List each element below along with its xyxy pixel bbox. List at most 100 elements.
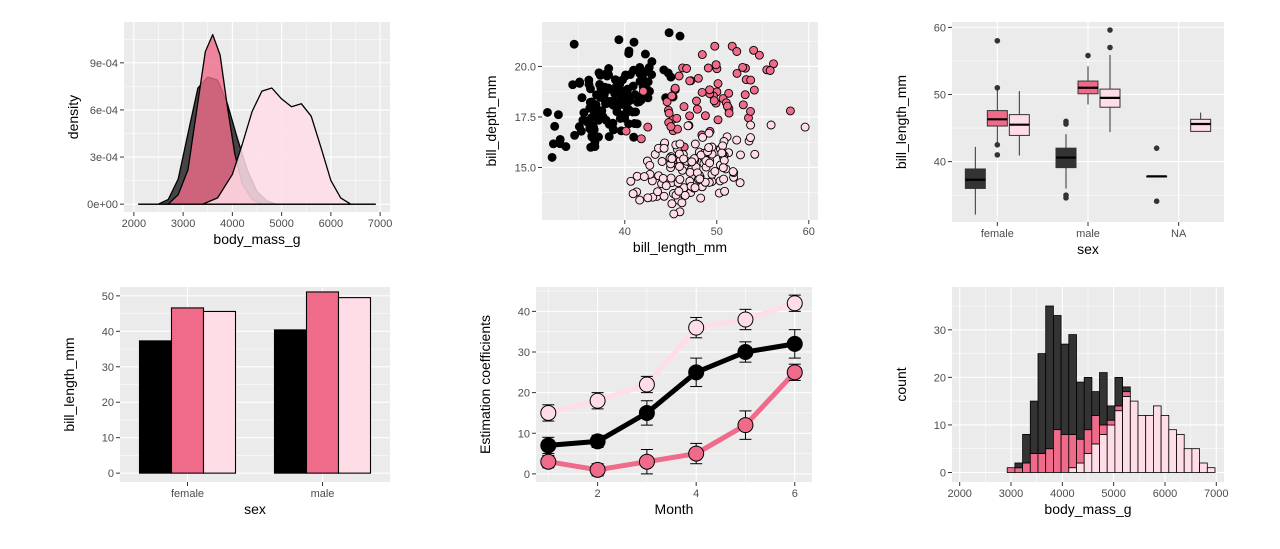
scatter-point-group1	[628, 81, 638, 91]
boxplot-ytick-label: 40	[934, 157, 946, 169]
point-pink	[638, 453, 655, 470]
scatter-point-group2	[664, 108, 674, 118]
hist-bar-group3	[1114, 410, 1124, 473]
scatter-point-group1	[575, 78, 585, 88]
point-black	[688, 364, 705, 381]
histogram-ylabel: count	[893, 367, 909, 401]
hist-bar-group3	[1160, 414, 1170, 473]
boxplot-outlier	[994, 84, 1001, 91]
scatter-point-group3	[685, 167, 695, 177]
histogram-xtick-label: 3000	[999, 488, 1023, 500]
hist-bar-group3	[1076, 462, 1085, 473]
hist-bar-group1	[1068, 334, 1077, 435]
scatter-point-group1	[659, 65, 669, 75]
scatter-point-group3	[626, 176, 636, 186]
scatter-point-group1	[624, 119, 634, 129]
scatter-point-group1	[600, 83, 610, 93]
scatter-point-group2	[713, 115, 723, 125]
boxplot-xlabel: sex	[1077, 241, 1099, 257]
hist-bar-group3	[1083, 453, 1093, 473]
scatter-point-group2	[692, 96, 701, 106]
scatter-point-group2	[746, 106, 755, 116]
scatter-point-group2	[709, 96, 719, 106]
point-light	[638, 376, 655, 393]
scatter-point-group2	[667, 91, 677, 101]
scatter-ytick-label: 17.5	[515, 112, 536, 124]
scatter-xlabel: bill_length_mm	[633, 239, 727, 255]
scatter-point-group1	[616, 95, 626, 105]
density-xtick-label: 4000	[220, 218, 244, 230]
scatter-point-group1	[604, 119, 614, 129]
bars-ytick-label: 10	[102, 433, 114, 445]
boxplot-ytick-label: 50	[934, 89, 946, 101]
hist-bar-group3	[1137, 414, 1147, 473]
point-pink	[589, 461, 606, 478]
scatter-point-group1	[636, 95, 646, 105]
scatter-point-group1	[621, 108, 631, 118]
scatter-point-group2	[749, 45, 759, 55]
scatter-point-group1	[604, 70, 614, 80]
hist-bar-group3	[1145, 414, 1154, 473]
boxplot-panel: 40 50 60 female male NA sex bill_length_mm	[893, 22, 1224, 257]
scatter-point-group1	[618, 87, 628, 96]
boxplot-outlier	[994, 37, 1001, 44]
bars-xlabel: sex	[244, 501, 266, 517]
density-ytick-label: 3e-04	[90, 152, 118, 164]
scatter-point-group3	[687, 157, 697, 167]
scatter-point-group2	[732, 68, 742, 78]
scatter-point-group2	[693, 73, 703, 83]
scatter-point-group2	[749, 85, 759, 95]
scatter-point-group1	[625, 70, 635, 79]
scatter-point-group2	[643, 122, 653, 132]
bar-group2	[305, 291, 340, 474]
scatter-point-group3	[720, 186, 730, 196]
scatter-point-group3	[666, 173, 676, 183]
scatter-point-group1	[624, 46, 634, 56]
scatter-point-group1	[629, 132, 639, 142]
hist-bar-group2	[1099, 424, 1108, 435]
scatter-point-group1	[577, 93, 587, 103]
lines-xtick-label: 4	[693, 488, 699, 500]
point-light	[786, 295, 803, 312]
point-pink	[688, 445, 705, 462]
histogram-ytick-label: 10	[934, 420, 946, 432]
histogram-ytick-label: 30	[934, 325, 946, 337]
line-pink	[545, 369, 798, 473]
density-xtick-label: 6000	[319, 218, 343, 230]
histogram-ytick-label: 0	[940, 467, 946, 479]
scatter-point-group1	[647, 70, 657, 80]
hist-bar-group3	[1183, 448, 1193, 473]
scatter-point-group3	[677, 198, 687, 208]
scatter-point-group1	[553, 110, 563, 120]
scatter-point-group3	[718, 163, 728, 173]
scatter-point-group1	[615, 80, 625, 89]
histogram-ytick-label: 20	[934, 372, 946, 384]
scatter-point-group1	[640, 49, 650, 59]
bars-ytick-label: 50	[102, 291, 114, 303]
hist-bar-group1	[1060, 343, 1070, 435]
bar-group1	[273, 329, 308, 474]
scatter-point-group2	[662, 97, 672, 107]
scatter-point-group2	[740, 90, 750, 100]
histogram-xtick-label: 6000	[1153, 488, 1177, 500]
scatter-point-group2	[705, 85, 715, 95]
boxplot-outlier	[994, 142, 1001, 148]
scatter-point-group1	[664, 28, 674, 38]
scatter-point-group3	[683, 121, 693, 131]
bars-category-label: female	[171, 488, 204, 500]
scatter-point-group3	[675, 139, 685, 149]
point-pink	[786, 364, 803, 381]
lines-xtick-label: 2	[595, 488, 601, 500]
histogram-xlabel: body_mass_g	[1044, 501, 1131, 517]
boxplot-outlier	[1063, 121, 1069, 127]
scatter-point-group3	[628, 189, 638, 199]
scatter-point-group1	[614, 35, 624, 45]
boxplot-ylabel: bill_length_mm	[893, 75, 909, 169]
scatter-point-group2	[785, 106, 795, 116]
scatter-point-group2	[685, 111, 695, 121]
bars-ytick-label: 30	[102, 362, 114, 374]
scatter-point-group1	[604, 132, 614, 142]
scatter-point-group1	[586, 84, 595, 94]
hist-bar-group3	[1191, 448, 1201, 473]
hist-bar-group1	[1083, 376, 1093, 431]
